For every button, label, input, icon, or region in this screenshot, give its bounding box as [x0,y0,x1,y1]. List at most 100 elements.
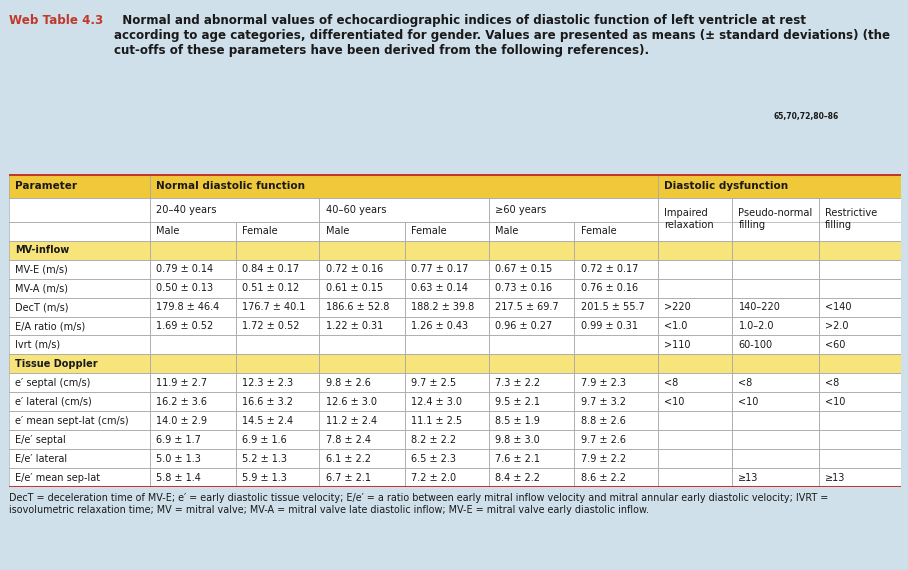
Bar [9,336,150,355]
Text: E/A ratio (m/s): E/A ratio (m/s) [15,321,85,331]
Bar [150,259,235,279]
Text: 14.5 ± 2.4: 14.5 ± 2.4 [242,416,293,426]
Text: 217.5 ± 69.7: 217.5 ± 69.7 [495,302,558,312]
Bar [150,174,658,198]
Text: 60-100: 60-100 [738,340,773,350]
Text: 0.61 ± 0.15: 0.61 ± 0.15 [326,283,383,293]
Bar [9,174,150,198]
Bar [575,279,658,298]
Text: 0.73 ± 0.16: 0.73 ± 0.16 [495,283,552,293]
Bar [320,373,405,392]
Text: 9.8 ± 3.0: 9.8 ± 3.0 [495,435,539,445]
Bar [732,373,819,392]
Text: 8.6 ± 2.2: 8.6 ± 2.2 [580,473,626,483]
Bar [150,469,235,487]
Bar [405,449,489,469]
Text: 0.51 ± 0.12: 0.51 ± 0.12 [242,283,299,293]
Text: 0.67 ± 0.15: 0.67 ± 0.15 [495,264,552,274]
Bar [9,316,150,336]
Bar [658,298,732,316]
Bar [405,336,489,355]
Bar [405,279,489,298]
Bar [732,279,819,298]
Bar [489,298,575,316]
Text: 20–40 years: 20–40 years [156,205,217,215]
Text: 9.8 ± 2.6: 9.8 ± 2.6 [326,378,370,388]
Text: Male: Male [495,226,518,236]
Bar [9,373,150,392]
Text: 7.3 ± 2.2: 7.3 ± 2.2 [495,378,540,388]
Text: 1.0–2.0: 1.0–2.0 [738,321,774,331]
Bar [405,392,489,412]
Bar [235,336,320,355]
Bar [235,241,320,259]
Bar [405,469,489,487]
Text: ≥13: ≥13 [738,473,759,483]
Bar [575,412,658,430]
Text: 0.63 ± 0.14: 0.63 ± 0.14 [411,283,469,293]
Bar [235,373,320,392]
Bar [150,198,320,222]
Text: 8.8 ± 2.6: 8.8 ± 2.6 [580,416,626,426]
Text: 12.3 ± 2.3: 12.3 ± 2.3 [242,378,293,388]
Bar [9,469,150,487]
Bar [320,392,405,412]
Text: 1.72 ± 0.52: 1.72 ± 0.52 [242,321,300,331]
Bar [9,392,150,412]
Bar [405,298,489,316]
Bar [150,430,235,449]
Text: e′ septal (cm/s): e′ septal (cm/s) [15,378,91,388]
Text: <10: <10 [825,397,845,407]
Text: <10: <10 [665,397,685,407]
Text: 7.9 ± 2.2: 7.9 ± 2.2 [580,454,626,464]
Text: 7.6 ± 2.1: 7.6 ± 2.1 [495,454,540,464]
Bar [819,430,901,449]
Bar [320,412,405,430]
Text: 9.7 ± 3.2: 9.7 ± 3.2 [580,397,626,407]
Bar [658,241,732,259]
Bar [819,449,901,469]
Bar [150,316,235,336]
Bar [320,298,405,316]
Bar [150,392,235,412]
Text: >2.0: >2.0 [825,321,848,331]
Text: Female: Female [411,226,447,236]
Bar [819,412,901,430]
Text: 5.2 ± 1.3: 5.2 ± 1.3 [242,454,287,464]
Text: 6.9 ± 1.7: 6.9 ± 1.7 [156,435,201,445]
Bar [732,392,819,412]
Bar [489,198,658,222]
Text: ≥60 years: ≥60 years [495,205,547,215]
Text: 12.6 ± 3.0: 12.6 ± 3.0 [326,397,377,407]
Text: 5.0 ± 1.3: 5.0 ± 1.3 [156,454,201,464]
Text: <10: <10 [738,397,759,407]
Text: 8.2 ± 2.2: 8.2 ± 2.2 [411,435,457,445]
Bar [9,430,150,449]
Text: 140–220: 140–220 [738,302,780,312]
Text: <8: <8 [738,378,753,388]
Bar [732,469,819,487]
Text: 0.77 ± 0.17: 0.77 ± 0.17 [411,264,469,274]
Text: MV-A (m/s): MV-A (m/s) [15,283,68,293]
Bar [819,198,901,241]
Text: MV-inflow: MV-inflow [15,245,70,255]
Text: 5.8 ± 1.4: 5.8 ± 1.4 [156,473,201,483]
Bar [9,279,150,298]
Bar [489,336,575,355]
Text: 188.2 ± 39.8: 188.2 ± 39.8 [411,302,475,312]
Text: 1.69 ± 0.52: 1.69 ± 0.52 [156,321,213,331]
Bar [150,373,235,392]
Bar [658,469,732,487]
Text: 8.4 ± 2.2: 8.4 ± 2.2 [495,473,540,483]
Bar [575,259,658,279]
Bar [819,469,901,487]
Bar [9,259,150,279]
Bar [405,241,489,259]
Bar [575,298,658,316]
Text: MV-E (m/s): MV-E (m/s) [15,264,68,274]
Bar [405,316,489,336]
Bar [489,241,575,259]
Text: Impaired
relaxation: Impaired relaxation [665,209,714,230]
Text: 6.5 ± 2.3: 6.5 ± 2.3 [411,454,456,464]
Bar [405,412,489,430]
